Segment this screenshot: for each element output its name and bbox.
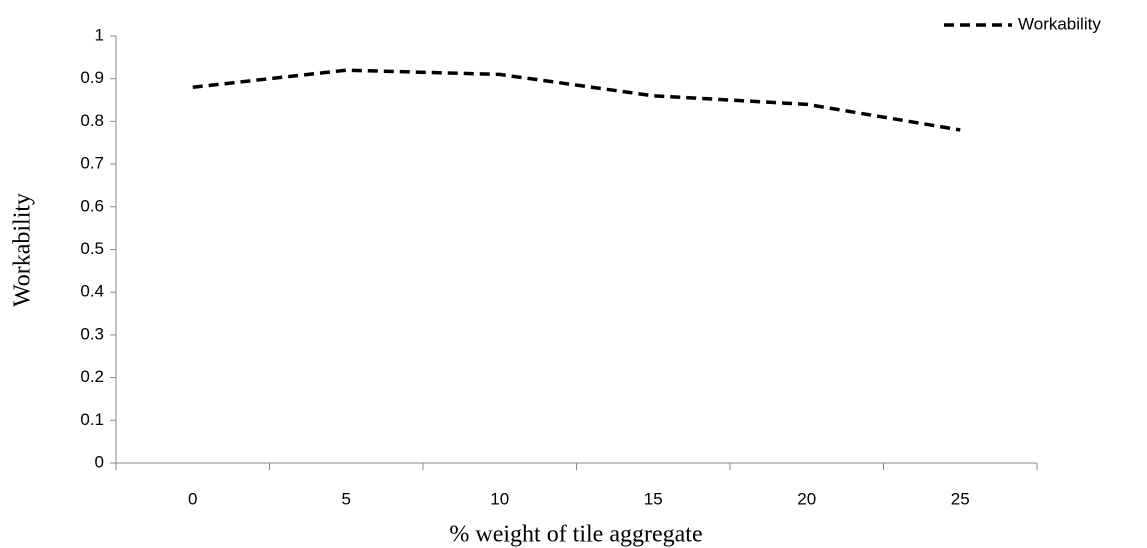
chart: % weight of tile aggregate Workability 0…	[0, 0, 1147, 548]
x-tick-label: 20	[797, 489, 816, 508]
y-tick-label: 0.2	[80, 367, 104, 386]
y-tick-label: 0.4	[80, 282, 104, 301]
legend-label: Workability	[1018, 14, 1101, 33]
y-tick-label: 0.1	[80, 410, 104, 429]
y-tick-label: 0.3	[80, 324, 104, 343]
y-tick-label: 0.5	[80, 239, 104, 258]
y-tick-label: 0.6	[80, 196, 104, 215]
x-tick-label: 10	[490, 489, 509, 508]
y-tick-label: 1	[95, 25, 104, 44]
x-tick-label: 0	[188, 489, 197, 508]
x-tick-label: 5	[342, 489, 351, 508]
data-line	[193, 70, 961, 130]
x-axis-title: % weight of tile aggregate	[449, 522, 702, 548]
y-tick-label: 0.9	[80, 68, 104, 87]
x-tick-label: 25	[951, 489, 970, 508]
y-tick-label: 0.7	[80, 154, 104, 173]
y-tick-label: 0	[95, 452, 104, 471]
x-tick-label: 15	[644, 489, 663, 508]
y-tick-label: 0.8	[80, 111, 104, 130]
y-axis-title: Workability	[10, 193, 36, 307]
